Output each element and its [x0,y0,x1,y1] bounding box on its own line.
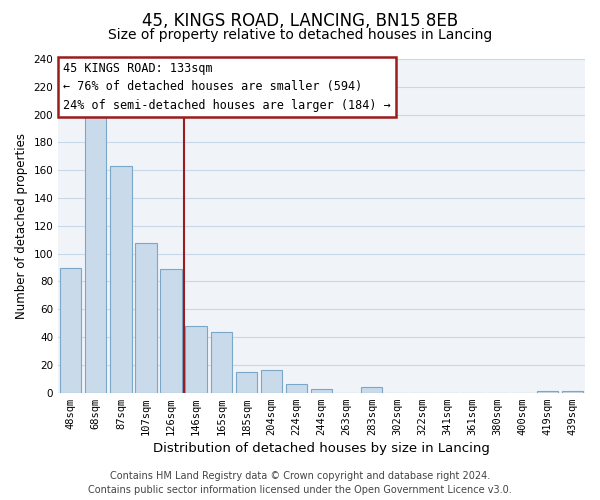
Bar [286,384,307,392]
Bar [261,370,282,392]
Bar [236,372,257,392]
Bar [110,166,131,392]
Bar [361,387,382,392]
Bar [311,388,332,392]
Text: Size of property relative to detached houses in Lancing: Size of property relative to detached ho… [108,28,492,42]
Bar [160,269,182,392]
Bar [60,268,82,392]
Bar [185,326,207,392]
Bar [85,114,106,392]
Text: 45 KINGS ROAD: 133sqm
← 76% of detached houses are smaller (594)
24% of semi-det: 45 KINGS ROAD: 133sqm ← 76% of detached … [63,62,391,112]
Bar [136,242,157,392]
Y-axis label: Number of detached properties: Number of detached properties [15,133,28,319]
Bar [211,332,232,392]
X-axis label: Distribution of detached houses by size in Lancing: Distribution of detached houses by size … [153,442,490,455]
Text: 45, KINGS ROAD, LANCING, BN15 8EB: 45, KINGS ROAD, LANCING, BN15 8EB [142,12,458,30]
Text: Contains HM Land Registry data © Crown copyright and database right 2024.
Contai: Contains HM Land Registry data © Crown c… [88,471,512,495]
